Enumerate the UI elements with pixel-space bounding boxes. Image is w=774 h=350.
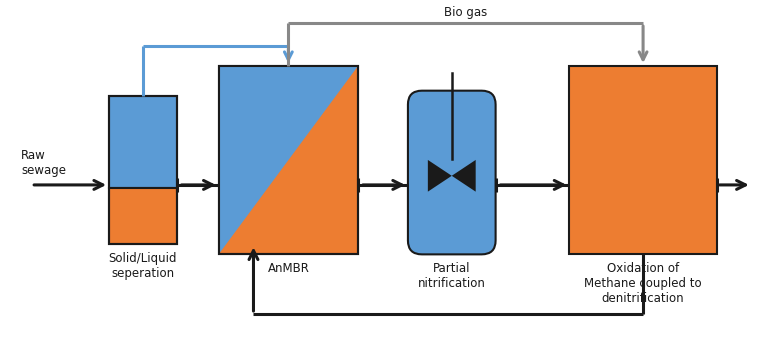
Bar (218, 66, 358, 254)
Text: Bio gas: Bio gas (444, 6, 488, 19)
Text: Partial
nitrification: Partial nitrification (418, 262, 486, 290)
FancyBboxPatch shape (408, 91, 495, 254)
Polygon shape (218, 66, 358, 254)
Bar (109, 188, 176, 244)
Text: Oxidation of
Methane coupled to
denitrification: Oxidation of Methane coupled to denitrif… (584, 262, 702, 305)
Bar (218, 66, 358, 254)
Text: Raw
sewage: Raw sewage (22, 149, 67, 177)
Text: AnMBR: AnMBR (268, 262, 310, 275)
Bar (570, 66, 717, 254)
Text: Solid/Liquid
seperation: Solid/Liquid seperation (108, 252, 177, 280)
Polygon shape (428, 160, 452, 192)
Bar (109, 96, 176, 188)
Polygon shape (452, 160, 476, 192)
Bar (109, 96, 176, 244)
